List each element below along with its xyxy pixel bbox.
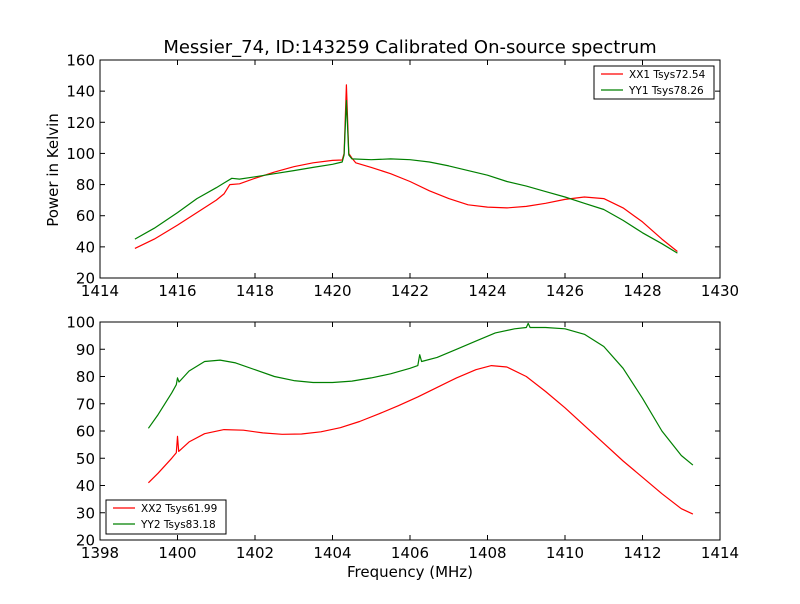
- x-tick-label: 1428: [623, 282, 661, 300]
- y-tick-label: 160: [66, 52, 95, 70]
- legend-box-bottom: [105, 499, 227, 535]
- y-tick-label: 100: [66, 145, 95, 163]
- y-tick-label: 140: [66, 83, 95, 101]
- series-group-top: [134, 84, 678, 254]
- x-tick-label: 1414: [701, 544, 739, 562]
- chart-title: Messier_74, ID:143259 Calibrated On-sour…: [163, 37, 656, 58]
- y-tick-label: 80: [76, 176, 95, 194]
- y-tick-label: 80: [76, 368, 95, 386]
- x-tick-label: 1408: [468, 544, 506, 562]
- x-tick-label: 1398: [81, 544, 119, 562]
- x-tick-label: 1416: [158, 282, 196, 300]
- x-tick-label: 1418: [236, 282, 274, 300]
- series-group-bottom: [147, 322, 694, 515]
- x-tick-label: 1406: [391, 544, 429, 562]
- y-tick-label: 30: [76, 504, 95, 522]
- legend-label-xx1: XX1 Tsys72.54: [629, 69, 706, 81]
- y-tick-label: 70: [76, 395, 95, 413]
- y-tick-label: 90: [76, 341, 95, 359]
- y-axis-label-top: Power in Kelvin: [44, 113, 62, 227]
- y-tick-label: 20: [76, 270, 95, 288]
- series-line-yy2: [147, 322, 694, 466]
- x-tick-label: 1402: [236, 544, 274, 562]
- legend-label-xx2: XX2 Tsys61.99: [141, 503, 217, 515]
- x-tick-label: 1422: [391, 282, 429, 300]
- ticks-bottom: 1398 1400 1402 1404 1406 1408 1410 1412 1414 20 30…: [66, 314, 739, 563]
- x-tick-label: 1426: [546, 282, 584, 300]
- x-tick-label: 1412: [623, 544, 661, 562]
- x-tick-label: 1424: [468, 282, 506, 300]
- x-tick-label: 1414: [81, 282, 119, 300]
- y-tick-label: 120: [66, 114, 95, 132]
- y-tick-label: 50: [76, 450, 95, 468]
- y-tick-label: 40: [76, 238, 95, 256]
- y-tick-label: 100: [66, 314, 95, 332]
- x-axis-label-bottom: Frequency (MHz): [347, 563, 473, 581]
- series-line-yy1: [134, 99, 678, 254]
- ticks-top: 1414 1416 1418 1420 1422 1424 1426 1428 1430 20 40…: [66, 52, 739, 301]
- y-tick-label: 60: [76, 423, 95, 441]
- chart-top: Messier_74, ID:143259 Calibrated On-sour…: [44, 37, 739, 300]
- legend-label-yy1: YY1 Tsys78.26: [628, 85, 704, 97]
- legend-box-top: [593, 65, 715, 100]
- y-tick-label: 20: [76, 532, 95, 550]
- x-tick-label: 1410: [546, 544, 584, 562]
- chart-bottom: 1398 1400 1402 1404 1406 1408 1410 1412 1414 20 30…: [66, 314, 739, 582]
- y-tick-label: 40: [76, 477, 95, 495]
- series-line-xx1: [134, 84, 678, 252]
- x-tick-label: 1420: [313, 282, 351, 300]
- y-tick-label: 60: [76, 207, 95, 225]
- legend-top: XX1 Tsys72.54 YY1 Tsys78.26: [593, 65, 715, 100]
- legend-bottom: XX2 Tsys61.99 YY2 Tsys83.18: [105, 499, 227, 535]
- series-line-xx2: [147, 365, 694, 515]
- x-tick-label: 1404: [313, 544, 351, 562]
- x-tick-label: 1400: [158, 544, 196, 562]
- x-tick-label: 1430: [701, 282, 739, 300]
- legend-label-yy2: YY2 Tsys83.18: [140, 519, 216, 531]
